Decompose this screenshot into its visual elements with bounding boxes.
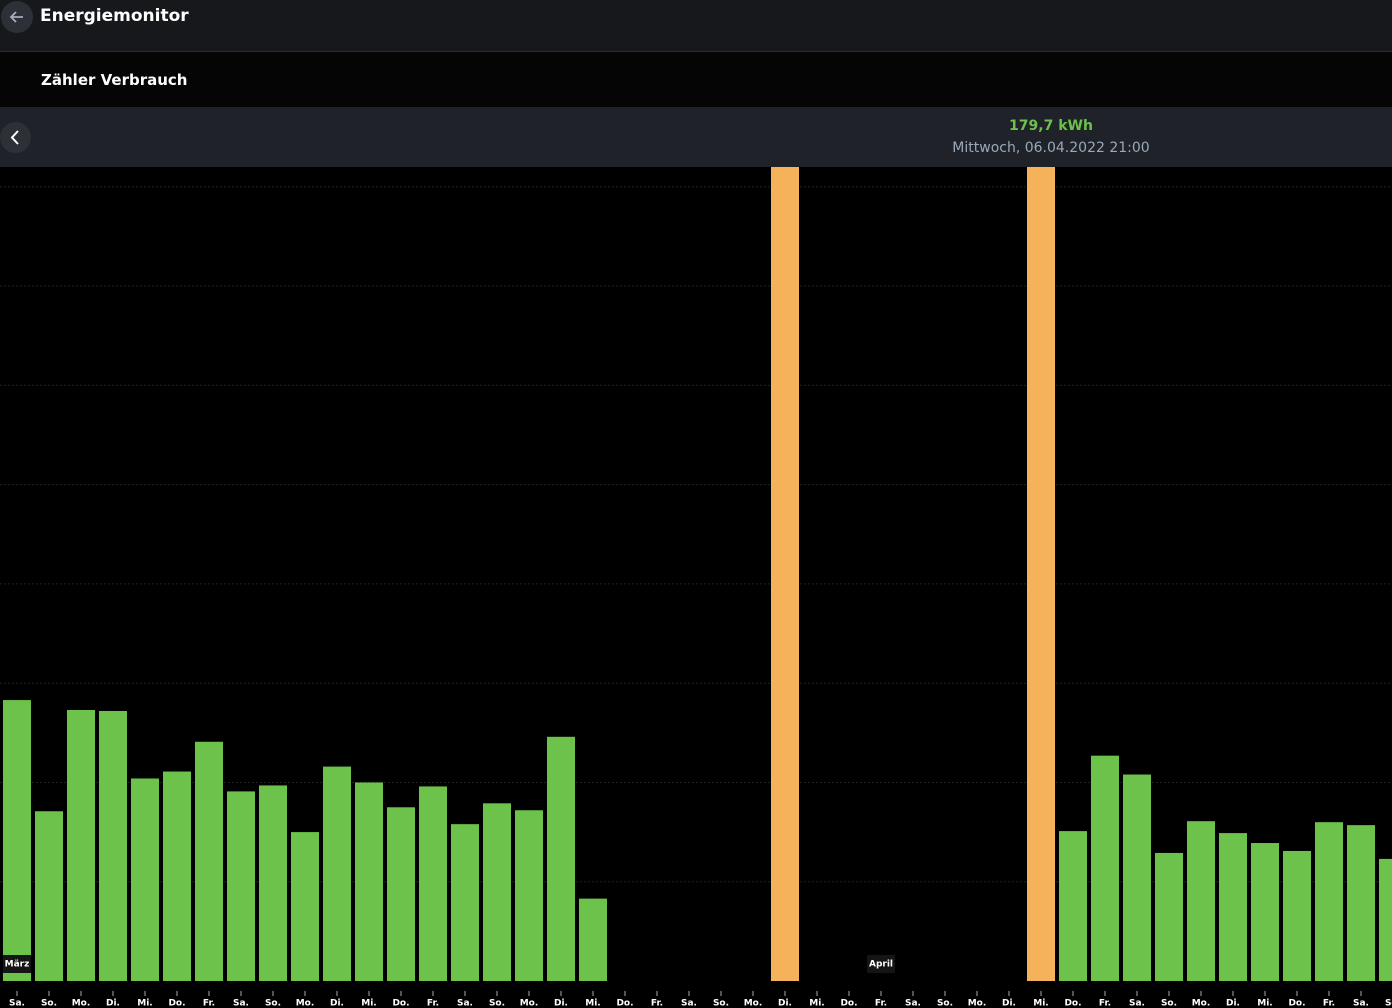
x-tick-label: Do. — [840, 999, 857, 1008]
bar — [1347, 825, 1375, 981]
x-tick-label: Do. — [1064, 999, 1081, 1008]
bar — [227, 791, 255, 981]
x-tick-label: Sa. — [9, 999, 25, 1008]
section-title: Zähler Verbrauch — [41, 71, 188, 89]
bar — [387, 807, 415, 981]
x-tick-label: Di. — [1002, 999, 1016, 1008]
x-tick-label: Mi. — [809, 999, 824, 1008]
bar — [419, 786, 447, 981]
tooltip-date: Mittwoch, 06.04.2022 21:00 — [952, 140, 1150, 156]
month-label: März — [5, 960, 30, 970]
bar — [195, 741, 223, 981]
x-tick-label: Mo. — [744, 999, 763, 1008]
x-tick-label: Sa. — [233, 999, 249, 1008]
month-label-bg — [3, 955, 31, 973]
x-tick-label: Di. — [330, 999, 344, 1008]
chart: Sa. So. Mo. Di. Mi. Do. Fr. Sa. So. Mo. Di. Mi. Do. F… — [0, 167, 1392, 1008]
x-tick-label: So. — [713, 999, 729, 1008]
bar — [547, 736, 575, 981]
x-tick-label: Fr. — [1099, 999, 1111, 1008]
x-tick-label: Mo. — [296, 999, 315, 1008]
x-tick-label: So. — [1385, 999, 1392, 1008]
x-tick-label: Sa. — [457, 999, 473, 1008]
bar — [99, 710, 127, 981]
bar — [355, 782, 383, 981]
bar — [579, 898, 607, 981]
x-tick-label: So. — [265, 999, 281, 1008]
x-tick-label: So. — [1161, 999, 1177, 1008]
bar — [259, 785, 287, 981]
bar — [1059, 831, 1087, 981]
x-tick-label: Di. — [778, 999, 792, 1008]
x-tick-label: Mi. — [137, 999, 152, 1008]
x-tick-label: Do. — [168, 999, 185, 1008]
bar — [67, 709, 95, 981]
bar — [1027, 167, 1055, 981]
bar — [1283, 850, 1311, 981]
x-tick-label: Fr. — [427, 999, 439, 1008]
x-tick-label: Mo. — [1192, 999, 1211, 1008]
x-tick-label: Fr. — [651, 999, 663, 1008]
x-tick-label: Mi. — [585, 999, 600, 1008]
bar — [1123, 774, 1151, 981]
x-tick-label: Mo. — [72, 999, 91, 1008]
bar — [291, 832, 319, 981]
bar — [1251, 843, 1279, 981]
bar — [1315, 822, 1343, 981]
month-label: April — [869, 960, 893, 970]
section: Zähler Verbrauch — [0, 52, 1392, 107]
bar — [483, 803, 511, 981]
navigation-bar: 179,7 kWh Mittwoch, 06.04.2022 21:00 — [0, 107, 1392, 167]
x-tick-label: Fr. — [1323, 999, 1335, 1008]
bar — [323, 766, 351, 981]
bar — [1219, 833, 1247, 981]
x-tick-label: Mi. — [1257, 999, 1272, 1008]
bar — [1091, 755, 1119, 981]
x-tick-label: Do. — [616, 999, 633, 1008]
x-tick-label: So. — [489, 999, 505, 1008]
x-tick-label: Fr. — [203, 999, 215, 1008]
x-tick-label: So. — [937, 999, 953, 1008]
x-tick-label: Sa. — [905, 999, 921, 1008]
bar — [1155, 852, 1183, 981]
back-button[interactable] — [1, 1, 33, 33]
bar — [131, 778, 159, 981]
x-tick-label: Mo. — [520, 999, 539, 1008]
bar — [451, 824, 479, 981]
x-tick-label: So. — [41, 999, 57, 1008]
app-header: Energiemonitor — [0, 0, 1392, 52]
bar — [163, 771, 191, 981]
x-tick-label: Sa. — [1353, 999, 1369, 1008]
bar — [3, 700, 31, 981]
previous-button[interactable] — [0, 122, 31, 153]
bar — [1379, 858, 1392, 981]
x-tick-label: Di. — [106, 999, 120, 1008]
x-tick-label: Sa. — [681, 999, 697, 1008]
bar — [771, 167, 799, 981]
x-tick-label: Di. — [1226, 999, 1240, 1008]
back-icon — [9, 11, 23, 23]
x-tick-label: Sa. — [1129, 999, 1145, 1008]
bar — [35, 811, 63, 981]
chevron-icon — [10, 130, 19, 145]
bar — [515, 810, 543, 981]
x-tick-label: Fr. — [875, 999, 887, 1008]
x-tick-label: Mo. — [968, 999, 987, 1008]
x-tick-label: Mi. — [1033, 999, 1048, 1008]
month-label-bg — [867, 955, 895, 973]
x-tick-label: Mi. — [361, 999, 376, 1008]
x-tick-label: Do. — [392, 999, 409, 1008]
x-tick-label: Do. — [1288, 999, 1305, 1008]
page-title: Energiemonitor — [40, 6, 189, 26]
x-tick-label: Di. — [554, 999, 568, 1008]
bar — [1187, 821, 1215, 981]
tooltip-value: 179,7 kWh — [1009, 118, 1093, 134]
